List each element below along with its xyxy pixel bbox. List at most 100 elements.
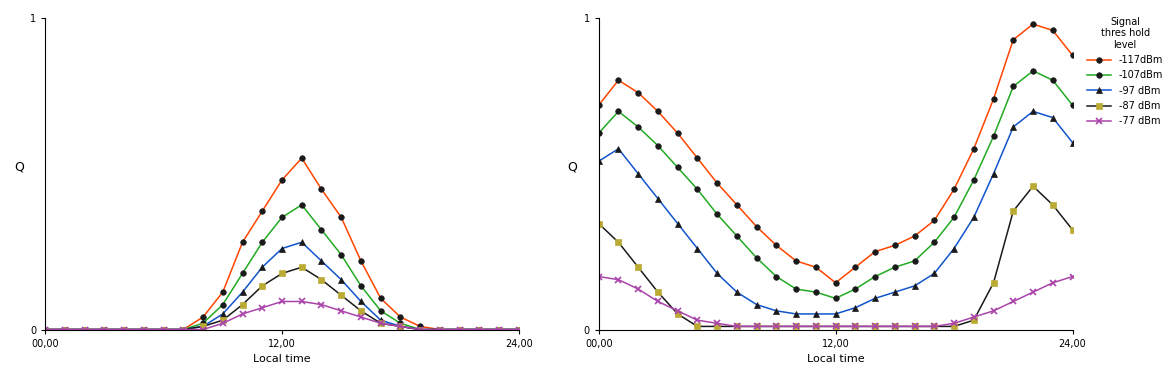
-107dBm [592,131,606,135]
-77 dBm [136,327,151,332]
-87 dBm [967,318,981,322]
-77 dBm [453,327,467,332]
-107dBm [374,308,388,313]
-97 dBm [690,246,704,251]
-87 dBm [848,324,862,329]
-77 dBm [394,324,408,329]
-87 dBm [868,324,882,329]
-107dBm [156,327,171,332]
-87 dBm [156,327,171,332]
-87 dBm [196,324,211,329]
-87 dBm [888,324,902,329]
-87 dBm [394,324,408,329]
-77 dBm [38,327,52,332]
-97 dBm [1025,109,1040,114]
-97 dBm [829,312,843,316]
-117dBm [334,215,348,220]
-77 dBm [967,315,981,319]
-107dBm [235,271,249,276]
-77 dBm [156,327,171,332]
-107dBm [176,327,191,332]
-77 dBm [947,321,961,325]
-87 dBm [453,327,467,332]
-87 dBm [1025,184,1040,189]
-117dBm [789,259,803,263]
-77 dBm [730,324,744,329]
-87 dBm [592,221,606,226]
-97 dBm [650,197,664,201]
-117dBm [215,290,229,294]
Line: -77 dBm: -77 dBm [42,299,522,332]
Line: -87 dBm: -87 dBm [42,265,522,332]
-117dBm [1025,22,1040,26]
-77 dBm [592,274,606,279]
-117dBm [255,209,269,213]
-117dBm [868,249,882,254]
-107dBm [987,134,1001,139]
-107dBm [710,212,724,217]
-87 dBm [98,327,112,332]
Y-axis label: Q: Q [14,161,24,174]
-107dBm [314,228,328,232]
-87 dBm [334,293,348,297]
-77 dBm [868,324,882,329]
-107dBm [1025,68,1040,73]
-117dBm [413,324,427,329]
-117dBm [453,327,467,332]
-107dBm [394,321,408,325]
-97 dBm [848,305,862,310]
-117dBm [176,327,191,332]
-87 dBm [809,324,823,329]
-117dBm [927,218,941,223]
-97 dBm [275,246,289,251]
-97 dBm [927,271,941,276]
-87 dBm [1065,228,1080,232]
-107dBm [215,302,229,307]
-77 dBm [98,327,112,332]
-77 dBm [413,327,427,332]
-77 dBm [58,327,72,332]
-117dBm [829,280,843,285]
-117dBm [908,234,922,238]
-107dBm [492,327,506,332]
-77 dBm [196,327,211,332]
-77 dBm [354,315,368,319]
-107dBm [868,274,882,279]
-77 dBm [334,308,348,313]
-117dBm [512,327,526,332]
-97 dBm [632,172,646,176]
Line: -107dBm: -107dBm [596,68,1075,301]
-97 dBm [394,324,408,329]
-97 dBm [1045,115,1060,120]
Legend: -117dBm, -107dBm, -97 dBm, -87 dBm, -77 dBm: -117dBm, -107dBm, -97 dBm, -87 dBm, -77 … [1087,17,1163,127]
-107dBm [967,178,981,182]
-87 dBm [492,327,506,332]
-107dBm [433,327,447,332]
-87 dBm [374,321,388,325]
-87 dBm [433,327,447,332]
-107dBm [888,265,902,270]
Line: -117dBm: -117dBm [42,155,522,332]
-97 dBm [255,265,269,270]
-97 dBm [592,159,606,164]
-107dBm [612,109,626,114]
-117dBm [670,131,684,135]
-117dBm [295,156,309,160]
-107dBm [730,234,744,238]
-87 dBm [769,324,783,329]
-77 dBm [888,324,902,329]
-97 dBm [413,327,427,332]
-97 dBm [473,327,487,332]
-107dBm [1007,84,1021,89]
-77 dBm [829,324,843,329]
-97 dBm [78,327,92,332]
-77 dBm [176,327,191,332]
-87 dBm [789,324,803,329]
-77 dBm [632,287,646,291]
-117dBm [749,225,763,229]
-77 dBm [927,324,941,329]
-97 dBm [612,147,626,151]
-87 dBm [947,324,961,329]
-97 dBm [354,299,368,304]
-97 dBm [947,246,961,251]
